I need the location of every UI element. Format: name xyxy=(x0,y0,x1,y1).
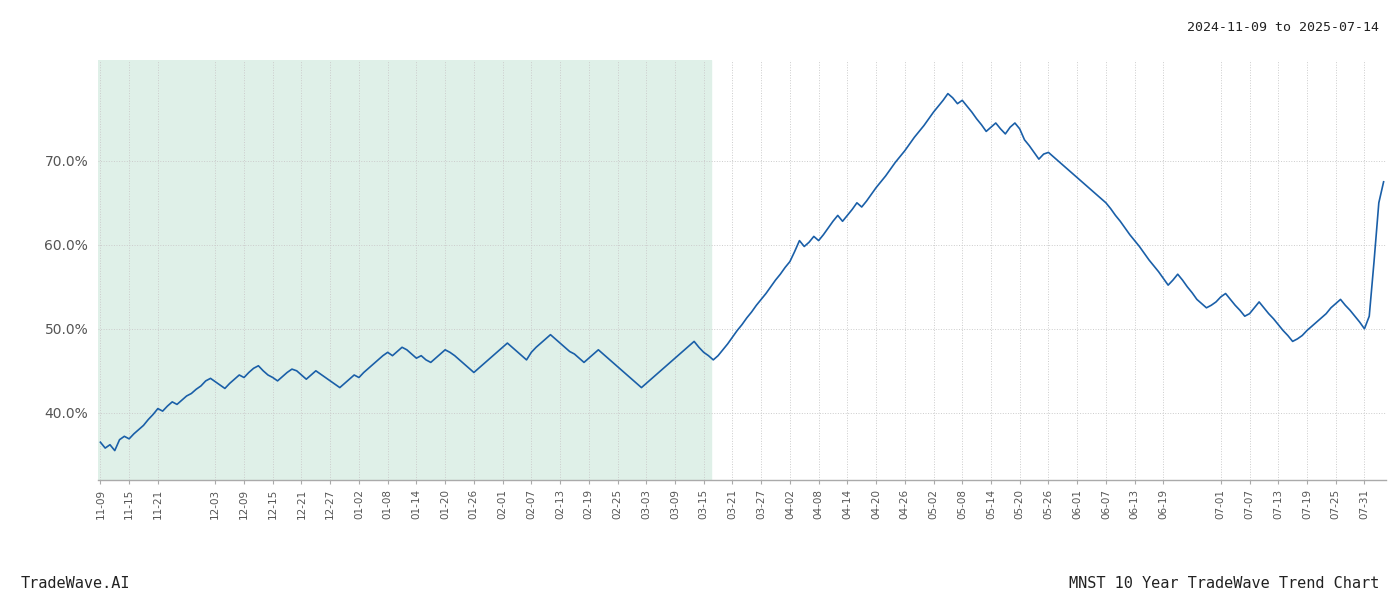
Text: TradeWave.AI: TradeWave.AI xyxy=(21,576,130,591)
Bar xyxy=(98,60,711,480)
Text: 2024-11-09 to 2025-07-14: 2024-11-09 to 2025-07-14 xyxy=(1187,21,1379,34)
Text: MNST 10 Year TradeWave Trend Chart: MNST 10 Year TradeWave Trend Chart xyxy=(1068,576,1379,591)
